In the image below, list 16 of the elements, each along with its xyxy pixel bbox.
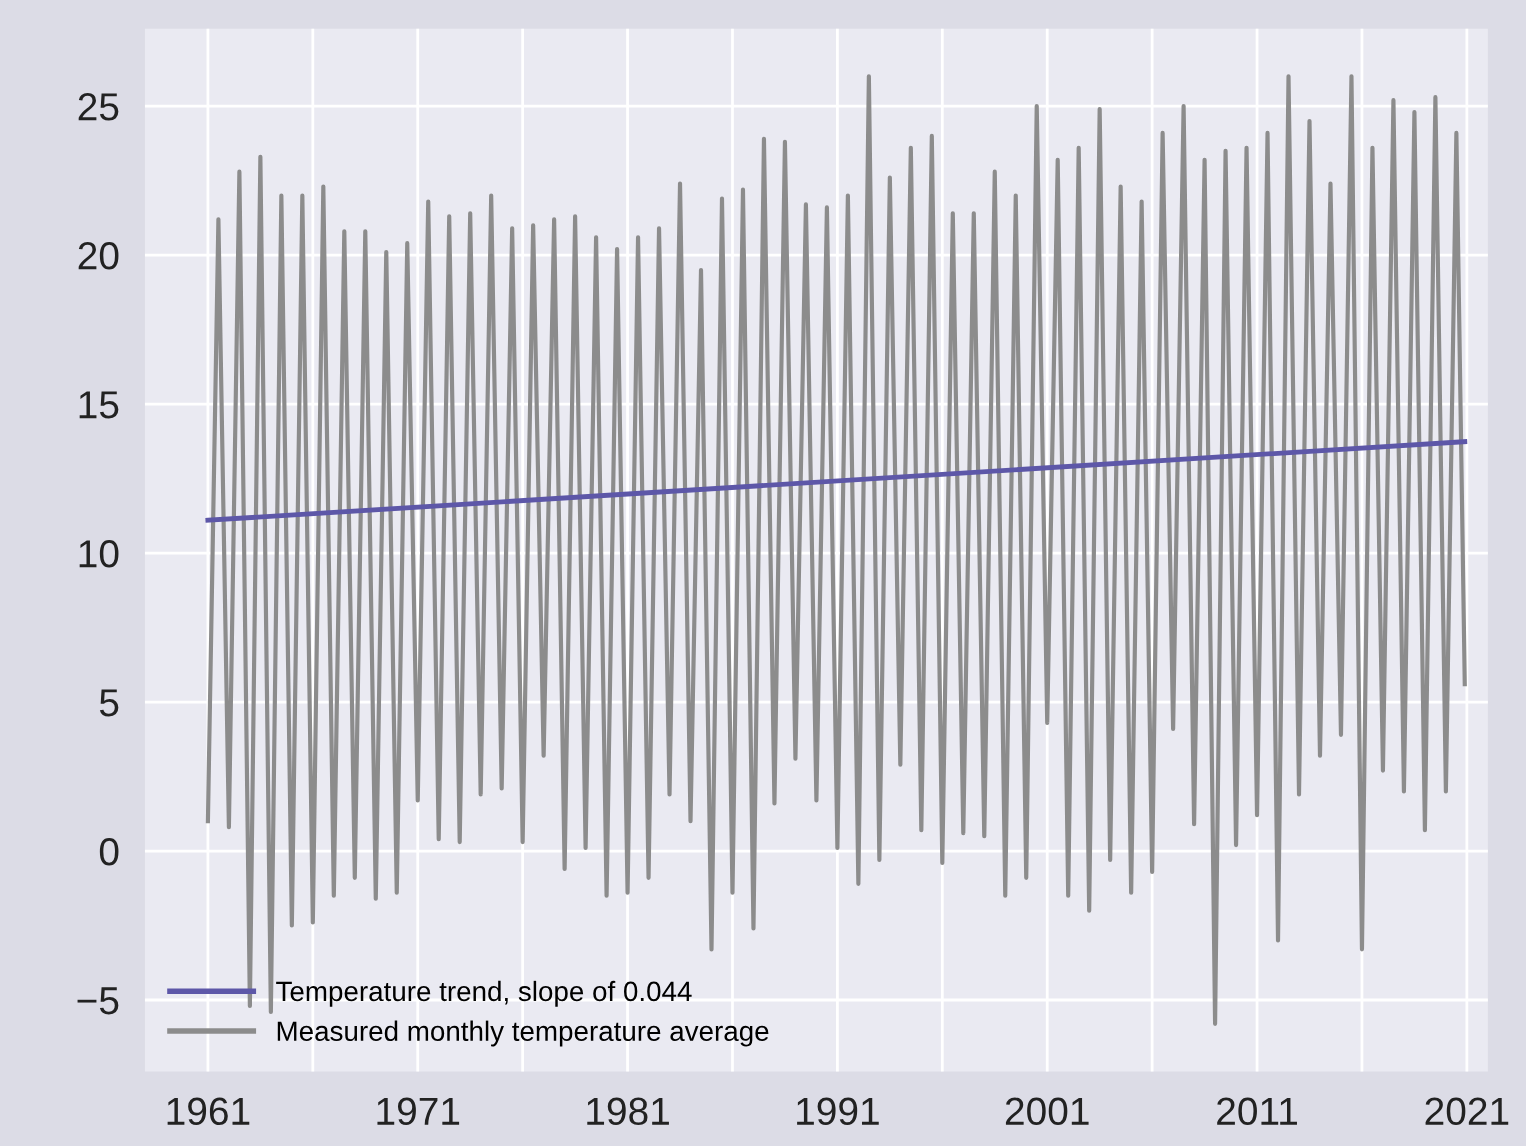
x-tick-label: 1991 — [797, 1097, 879, 1126]
legend-label: Temperature trend, slope of 0.044 — [276, 980, 692, 1007]
x-tick-label: 2011 — [1217, 1097, 1297, 1126]
x-tick-label: 1961 — [167, 1097, 250, 1126]
x-tick-label: 1981 — [587, 1097, 669, 1126]
y-tick-label: 5 — [99, 689, 119, 717]
y-tick-label: 25 — [78, 93, 119, 121]
y-tick-label: −5 — [77, 987, 119, 1015]
legend-label: Measured monthly temperature average — [277, 1020, 769, 1047]
x-tick-label: 2001 — [1005, 1097, 1089, 1126]
y-tick-label: 0 — [99, 837, 119, 866]
y-tick-label: 20 — [78, 242, 119, 270]
y-tick-label: 15 — [79, 391, 119, 419]
y-tick-label: 10 — [79, 540, 119, 568]
x-tick-label: 1971 — [377, 1097, 460, 1126]
x-tick-label: 2021 — [1425, 1097, 1509, 1126]
